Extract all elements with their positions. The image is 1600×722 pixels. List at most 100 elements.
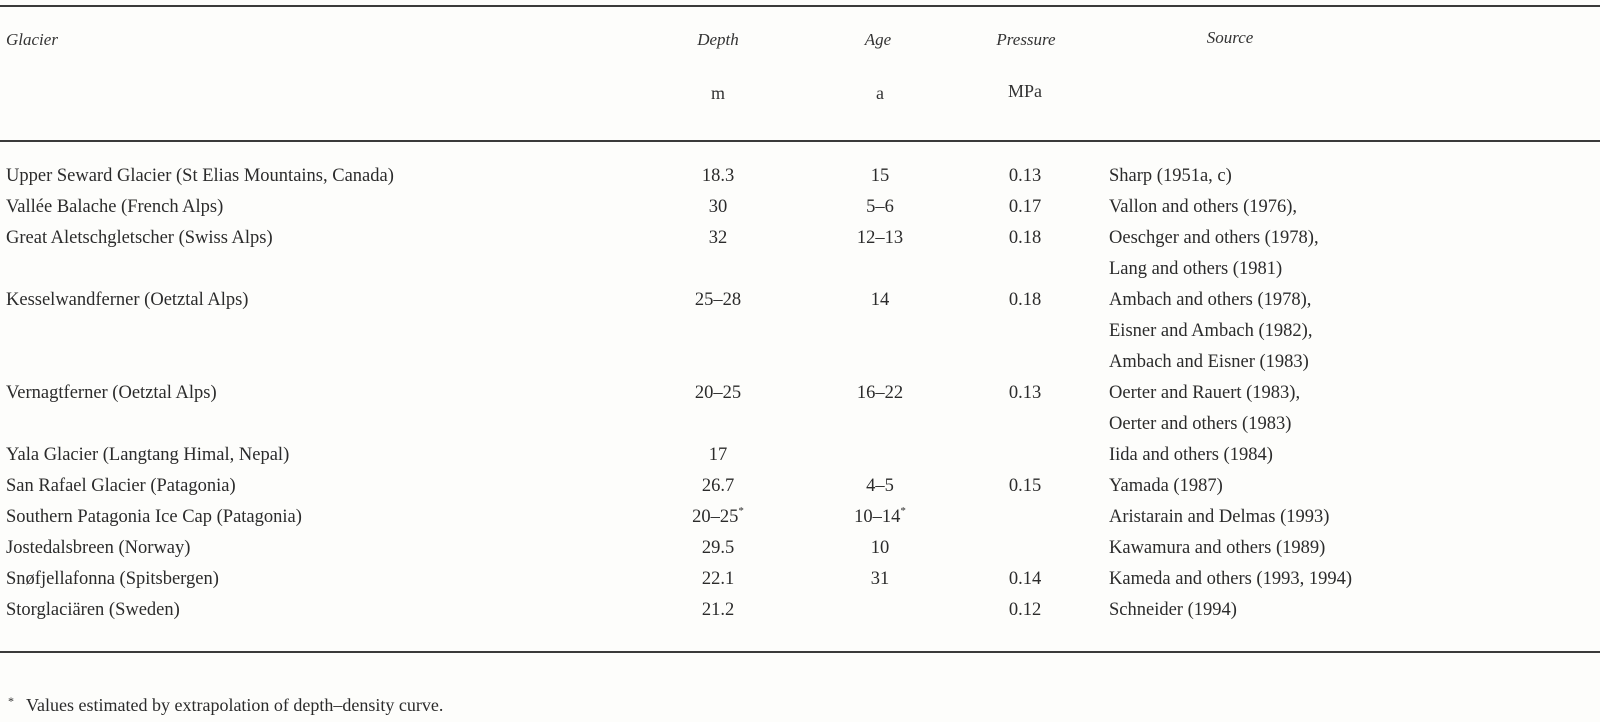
cell-age: 31 bbox=[871, 569, 890, 589]
cell-depth-value: 22.1 bbox=[701, 569, 735, 589]
cell-glacier-value: Vernagtferner (Oetztal Alps) bbox=[6, 383, 217, 403]
cell-source: Vallon and others (1976), bbox=[1109, 197, 1297, 217]
cell-pressure: 0.15 bbox=[1009, 476, 1041, 496]
cell-depth-value: 26.7 bbox=[701, 476, 735, 496]
header-glacier: Glacier bbox=[6, 30, 58, 49]
cell-source-value: Oeschger and others (1978), bbox=[1109, 228, 1319, 248]
cell-depth-value: 30 bbox=[708, 197, 728, 217]
cell-source: Aristarain and Delmas (1993) bbox=[1109, 507, 1329, 527]
cell-source-value: Oerter and others (1983) bbox=[1109, 414, 1292, 434]
cell-depth: 20–25 bbox=[695, 383, 741, 403]
cell-depth: 32 bbox=[709, 228, 728, 248]
footnote-marker: * bbox=[8, 694, 14, 708]
cell-source-value: Ambach and Eisner (1983) bbox=[1109, 352, 1309, 372]
cell-source: Ambach and Eisner (1983) bbox=[1109, 352, 1309, 372]
cell-source-value: Kawamura and others (1989) bbox=[1109, 538, 1326, 558]
cell-depth: 17 bbox=[709, 445, 728, 465]
cell-age-value: 31 bbox=[870, 569, 890, 589]
table-header-rule bbox=[0, 140, 1600, 142]
cell-source: Kameda and others (1993, 1994) bbox=[1109, 569, 1352, 589]
cell-source: Eisner and Ambach (1982), bbox=[1109, 321, 1312, 341]
cell-depth-value: 20–25 bbox=[694, 383, 742, 403]
unit-depth: m bbox=[710, 83, 726, 103]
table-bottom-rule bbox=[0, 651, 1600, 653]
cell-age: 14 bbox=[871, 290, 890, 310]
cell-glacier-value: Vallée Balache (French Alps) bbox=[6, 197, 224, 217]
cell-pressure-value: 0.14 bbox=[1008, 569, 1042, 589]
cell-glacier: Storglaciären (Sweden) bbox=[6, 600, 180, 620]
cell-glacier-value: Southern Patagonia Ice Cap (Patagonia) bbox=[6, 507, 302, 527]
cell-pressure: 0.14 bbox=[1009, 569, 1041, 589]
unit-age: a bbox=[876, 83, 884, 103]
cell-age-footnote-marker: * bbox=[900, 505, 906, 517]
cell-source-value: Yamada (1987) bbox=[1109, 476, 1223, 496]
cell-source: Oerter and others (1983) bbox=[1109, 414, 1291, 434]
footnote: * Values estimated by extrapolation of de… bbox=[8, 694, 443, 716]
cell-source: Sharp (1951a, c) bbox=[1109, 166, 1232, 186]
cell-source-value: Kameda and others (1993, 1994) bbox=[1109, 569, 1353, 589]
cell-source-value: Oerter and Rauert (1983), bbox=[1109, 383, 1301, 403]
cell-age: 10 bbox=[871, 538, 890, 558]
table-top-rule bbox=[0, 5, 1600, 7]
cell-source-value: Eisner and Ambach (1982), bbox=[1109, 321, 1313, 341]
cell-depth-value: 17 bbox=[708, 445, 728, 465]
cell-age-value: 16–22 bbox=[856, 383, 904, 403]
cell-source-value: Ambach and others (1978), bbox=[1109, 290, 1312, 310]
cell-source: Ambach and others (1978), bbox=[1109, 290, 1311, 310]
cell-source: Lang and others (1981) bbox=[1109, 259, 1282, 279]
cell-age-value: 14 bbox=[870, 290, 890, 310]
cell-source: Yamada (1987) bbox=[1109, 476, 1223, 496]
cell-depth-value: 18.3 bbox=[701, 166, 735, 186]
cell-depth: 21.2 bbox=[702, 600, 734, 620]
cell-pressure: 0.17 bbox=[1009, 197, 1041, 217]
cell-glacier: Jostedalsbreen (Norway) bbox=[6, 538, 190, 558]
footnote-text: Values estimated by extrapolation of dep… bbox=[26, 695, 444, 715]
cell-glacier-value: San Rafael Glacier (Patagonia) bbox=[6, 476, 236, 496]
header-depth: Depth bbox=[697, 30, 739, 49]
cell-source-value: Aristarain and Delmas (1993) bbox=[1109, 507, 1330, 527]
cell-age: 16–22 bbox=[857, 383, 903, 403]
cell-glacier-value: Snøfjellafonna (Spitsbergen) bbox=[6, 569, 219, 589]
cell-age-value: 12–13 bbox=[856, 228, 904, 248]
cell-glacier-value: Yala Glacier (Langtang Himal, Nepal) bbox=[6, 445, 290, 465]
cell-depth: 26.7 bbox=[702, 476, 734, 496]
cell-source: Iida and others (1984) bbox=[1109, 445, 1273, 465]
cell-depth: 20–25* bbox=[692, 506, 744, 528]
cell-depth: 18.3 bbox=[702, 166, 734, 186]
header-age: Age bbox=[864, 30, 892, 49]
cell-age: 15 bbox=[871, 166, 890, 186]
cell-source-value: Sharp (1951a, c) bbox=[1109, 166, 1232, 186]
cell-source-value: Lang and others (1981) bbox=[1109, 259, 1283, 279]
header-source: Source bbox=[1206, 28, 1254, 47]
cell-glacier: San Rafael Glacier (Patagonia) bbox=[6, 476, 236, 496]
cell-glacier: Vallée Balache (French Alps) bbox=[6, 197, 223, 217]
cell-pressure-value: 0.12 bbox=[1008, 600, 1042, 620]
cell-source: Schneider (1994) bbox=[1109, 600, 1237, 620]
cell-glacier-value: Great Aletschgletscher (Swiss Alps) bbox=[6, 228, 273, 248]
cell-glacier-value: Jostedalsbreen (Norway) bbox=[6, 538, 191, 558]
cell-age: 5–6 bbox=[866, 197, 894, 217]
cell-age-value: 15 bbox=[870, 166, 890, 186]
cell-depth-value: 20–25 bbox=[692, 507, 739, 527]
cell-depth-value: 25–28 bbox=[694, 290, 742, 310]
cell-age-value: 10 bbox=[870, 538, 890, 558]
cell-pressure-value: 0.18 bbox=[1008, 290, 1042, 310]
cell-pressure: 0.13 bbox=[1009, 166, 1041, 186]
cell-depth-value: 21.2 bbox=[701, 600, 735, 620]
cell-glacier: Snøfjellafonna (Spitsbergen) bbox=[6, 569, 219, 589]
cell-age-value: 4–5 bbox=[866, 476, 894, 496]
cell-pressure: 0.18 bbox=[1009, 290, 1041, 310]
cell-source-value: Schneider (1994) bbox=[1109, 600, 1237, 620]
cell-pressure-value: 0.15 bbox=[1008, 476, 1042, 496]
cell-source: Oerter and Rauert (1983), bbox=[1109, 383, 1300, 403]
cell-glacier: Vernagtferner (Oetztal Alps) bbox=[6, 383, 217, 403]
cell-glacier: Southern Patagonia Ice Cap (Patagonia) bbox=[6, 507, 302, 527]
cell-pressure-value: 0.17 bbox=[1008, 197, 1042, 217]
cell-depth-value: 32 bbox=[708, 228, 728, 248]
cell-glacier-value: Storglaciären (Sweden) bbox=[6, 600, 180, 620]
header-pressure: Pressure bbox=[996, 30, 1056, 49]
cell-age-value: 5–6 bbox=[866, 197, 894, 217]
unit-pressure: MPa bbox=[1007, 81, 1043, 101]
cell-glacier-value: Upper Seward Glacier (St Elias Mountains… bbox=[6, 166, 394, 186]
cell-pressure: 0.13 bbox=[1009, 383, 1041, 403]
